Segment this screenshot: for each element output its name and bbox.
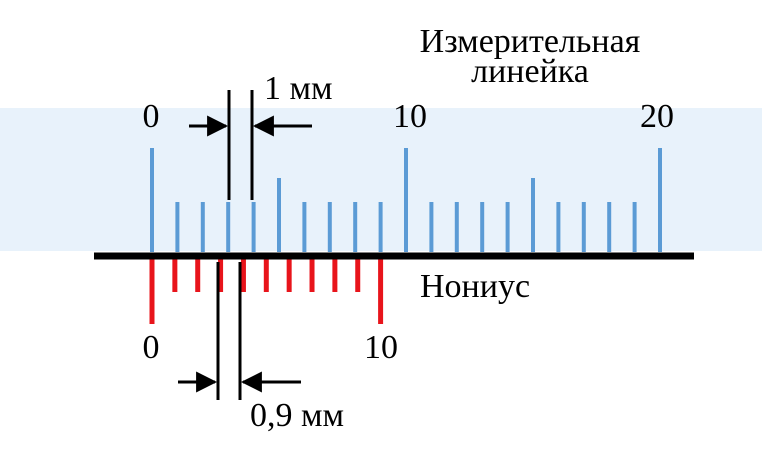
main-scale-label-0: 0 (143, 98, 160, 135)
title-line-1: Измерительная (420, 23, 641, 60)
main-scale-ticks (150, 148, 662, 252)
main-scale-label-20: 20 (640, 98, 674, 135)
vernier-scale-ticks (149, 258, 384, 324)
vernier-label: Нониус (420, 268, 530, 305)
dimension-label-main: 1 мм (264, 70, 333, 107)
title-line-2: линейка (471, 53, 589, 90)
vernier-scale-label-10: 10 (364, 329, 398, 366)
dimension-label-vernier: 0,9 мм (250, 397, 344, 434)
main-scale-label-10: 10 (393, 98, 427, 135)
vernier-scale-label-0: 0 (143, 329, 160, 366)
